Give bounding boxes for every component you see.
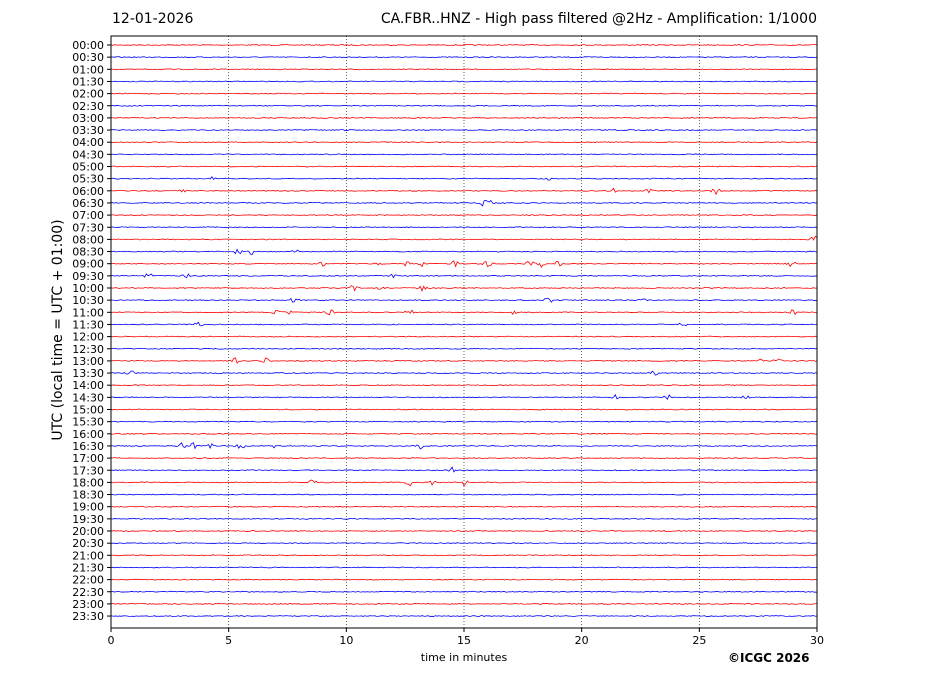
grid-layer bbox=[228, 36, 700, 628]
trace-1630 bbox=[110, 442, 818, 450]
trace-1800 bbox=[110, 479, 818, 487]
y-tick-label: 19:30 bbox=[72, 513, 104, 526]
y-tick-label: 18:00 bbox=[72, 476, 104, 489]
y-tick-label: 15:00 bbox=[72, 404, 104, 417]
y-tick-label: 22:00 bbox=[72, 574, 104, 587]
y-tick-label: 05:30 bbox=[72, 173, 104, 186]
y-tick-label: 09:00 bbox=[72, 258, 104, 271]
y-tick-label: 05:00 bbox=[72, 161, 104, 174]
trace-1000 bbox=[110, 285, 818, 292]
y-tick-label: 07:00 bbox=[72, 209, 104, 222]
y-tick-label: 13:30 bbox=[72, 367, 104, 380]
trace-0530 bbox=[110, 176, 818, 181]
y-tick-label: 23:00 bbox=[72, 598, 104, 611]
y-tick-label: 23:30 bbox=[72, 610, 104, 623]
y-tick-label: 20:00 bbox=[72, 525, 104, 538]
x-tick-label: 0 bbox=[108, 634, 115, 647]
y-tick-label: 01:00 bbox=[72, 63, 104, 76]
axes-layer: 00:0000:3001:0001:3002:0002:3003:0003:30… bbox=[72, 39, 824, 647]
trace-0600 bbox=[110, 187, 818, 196]
copyright-notice: ©ICGC 2026 bbox=[728, 651, 810, 665]
x-tick-label: 15 bbox=[457, 634, 471, 647]
y-tick-label: 19:00 bbox=[72, 501, 104, 514]
trace-0430 bbox=[110, 153, 818, 156]
record-date: 12-01-2026 bbox=[112, 11, 194, 27]
y-tick-label: 20:30 bbox=[72, 537, 104, 550]
y-tick-label: 12:30 bbox=[72, 343, 104, 356]
y-tick-label: 14:30 bbox=[72, 391, 104, 404]
y-tick-label: 00:00 bbox=[72, 39, 104, 52]
y-tick-label: 07:30 bbox=[72, 221, 104, 234]
y-tick-label: 03:00 bbox=[72, 112, 104, 125]
x-tick-label: 10 bbox=[339, 634, 353, 647]
chart-title: CA.FBR..HNZ - High pass filtered @2Hz - … bbox=[380, 11, 817, 27]
y-tick-label: 04:00 bbox=[72, 136, 104, 149]
trace-0300 bbox=[110, 117, 818, 119]
y-tick-label: 15:30 bbox=[72, 416, 104, 429]
trace-0800 bbox=[110, 235, 818, 241]
plot-frame bbox=[110, 35, 818, 629]
y-tick-label: 12:00 bbox=[72, 331, 104, 344]
y-tick-label: 18:30 bbox=[72, 489, 104, 502]
trace-2030 bbox=[110, 542, 818, 545]
y-tick-label: 02:30 bbox=[72, 100, 104, 113]
y-tick-label: 10:30 bbox=[72, 294, 104, 307]
trace-1700 bbox=[110, 457, 818, 459]
trace-1830 bbox=[110, 493, 818, 496]
y-tick-label: 04:30 bbox=[72, 148, 104, 161]
trace-2330 bbox=[110, 615, 818, 617]
y-tick-label: 22:30 bbox=[72, 586, 104, 599]
y-tick-label: 11:30 bbox=[72, 318, 104, 331]
y-tick-label: 11:00 bbox=[72, 306, 104, 319]
y-tick-label: 21:30 bbox=[72, 561, 104, 574]
trace-1430 bbox=[110, 394, 818, 401]
trace-1900 bbox=[110, 505, 818, 508]
trace-0730 bbox=[110, 226, 818, 229]
y-tick-label: 16:00 bbox=[72, 428, 104, 441]
x-tick-label: 25 bbox=[692, 634, 706, 647]
trace-1600 bbox=[110, 432, 818, 435]
y-tick-label: 02:00 bbox=[72, 88, 104, 101]
x-axis-label: time in minutes bbox=[420, 651, 508, 664]
trace-1130 bbox=[110, 321, 818, 327]
x-tick-label: 20 bbox=[575, 634, 589, 647]
trace-1500 bbox=[110, 408, 818, 411]
y-tick-label: 09:30 bbox=[72, 270, 104, 283]
y-tick-label: 21:00 bbox=[72, 549, 104, 562]
trace-0830 bbox=[110, 248, 818, 255]
trace-0630 bbox=[110, 199, 818, 207]
trace-0700 bbox=[110, 214, 818, 216]
trace-0330 bbox=[110, 129, 818, 131]
y-tick-label: 01:30 bbox=[72, 75, 104, 88]
trace-0400 bbox=[110, 141, 818, 144]
trace-0500 bbox=[110, 165, 818, 168]
y-tick-label: 06:00 bbox=[72, 185, 104, 198]
y-tick-label: 03:30 bbox=[72, 124, 104, 137]
trace-1930 bbox=[110, 517, 818, 520]
trace-1400 bbox=[110, 384, 818, 387]
trace-1530 bbox=[110, 420, 818, 423]
y-tick-label: 17:00 bbox=[72, 452, 104, 465]
y-tick-label: 14:00 bbox=[72, 379, 104, 392]
trace-1730 bbox=[110, 466, 818, 473]
y-tick-label: 17:30 bbox=[72, 464, 104, 477]
y-tick-label: 13:00 bbox=[72, 355, 104, 368]
trace-1330 bbox=[110, 370, 818, 376]
y-tick-label: 00:30 bbox=[72, 51, 104, 64]
x-tick-label: 5 bbox=[225, 634, 232, 647]
trace-0930 bbox=[110, 273, 818, 279]
y-tick-label: 16:30 bbox=[72, 440, 104, 453]
y-tick-label: 10:00 bbox=[72, 282, 104, 295]
y-tick-label: 06:30 bbox=[72, 197, 104, 210]
y-tick-label: 08:30 bbox=[72, 246, 104, 259]
x-tick-label: 30 bbox=[810, 634, 824, 647]
y-tick-label: 08:00 bbox=[72, 233, 104, 246]
